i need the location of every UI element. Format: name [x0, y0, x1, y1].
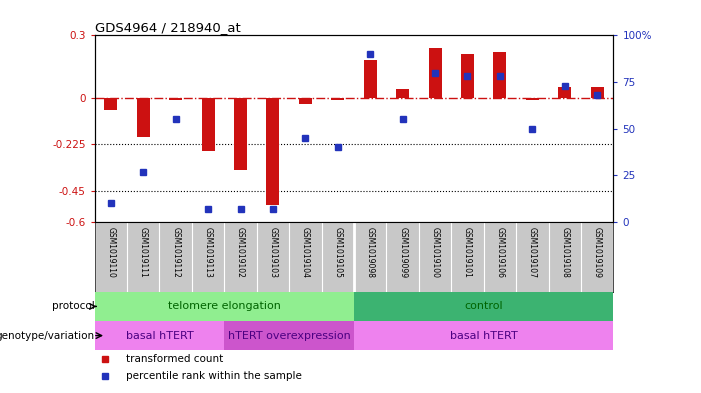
- Text: GSM1019105: GSM1019105: [333, 227, 342, 278]
- Bar: [461, 54, 474, 97]
- Bar: [332, 97, 344, 99]
- Text: GSM1019113: GSM1019113: [203, 227, 212, 278]
- Text: GSM1019106: GSM1019106: [496, 227, 505, 278]
- Bar: [299, 97, 312, 104]
- Bar: [234, 97, 247, 170]
- Text: GSM1019103: GSM1019103: [268, 227, 278, 278]
- Text: GSM1019112: GSM1019112: [171, 227, 180, 277]
- Text: GSM1019098: GSM1019098: [366, 227, 375, 278]
- Text: GSM1019100: GSM1019100: [430, 227, 440, 278]
- Bar: [266, 97, 280, 205]
- Text: GSM1019109: GSM1019109: [592, 227, 601, 278]
- Text: transformed count: transformed count: [125, 354, 223, 364]
- Text: GSM1019102: GSM1019102: [236, 227, 245, 278]
- Bar: [169, 97, 182, 99]
- Text: GSM1019110: GSM1019110: [107, 227, 116, 278]
- Text: genotype/variation: genotype/variation: [0, 331, 95, 341]
- Bar: [354, 321, 613, 350]
- Bar: [202, 97, 215, 151]
- Bar: [591, 87, 604, 97]
- Text: percentile rank within the sample: percentile rank within the sample: [125, 371, 301, 381]
- Text: basal hTERT: basal hTERT: [125, 331, 193, 341]
- Bar: [428, 48, 442, 97]
- Text: GSM1019111: GSM1019111: [139, 227, 148, 277]
- Text: GSM1019099: GSM1019099: [398, 227, 407, 278]
- Text: control: control: [464, 301, 503, 311]
- Bar: [396, 89, 409, 97]
- Text: telomere elongation: telomere elongation: [168, 301, 281, 311]
- Bar: [224, 321, 354, 350]
- Text: protocol: protocol: [52, 301, 95, 311]
- Bar: [364, 60, 376, 97]
- Text: GSM1019107: GSM1019107: [528, 227, 537, 278]
- Bar: [137, 97, 150, 137]
- Text: GSM1019108: GSM1019108: [560, 227, 569, 278]
- Bar: [494, 52, 506, 97]
- Bar: [354, 292, 613, 321]
- Text: GSM1019104: GSM1019104: [301, 227, 310, 278]
- Text: hTERT overexpression: hTERT overexpression: [228, 331, 350, 341]
- Bar: [526, 97, 539, 99]
- Bar: [558, 87, 571, 97]
- Text: basal hTERT: basal hTERT: [450, 331, 517, 341]
- Bar: [95, 292, 354, 321]
- Text: GDS4964 / 218940_at: GDS4964 / 218940_at: [95, 21, 240, 34]
- Text: GSM1019101: GSM1019101: [463, 227, 472, 278]
- Bar: [104, 97, 117, 110]
- Bar: [95, 321, 224, 350]
